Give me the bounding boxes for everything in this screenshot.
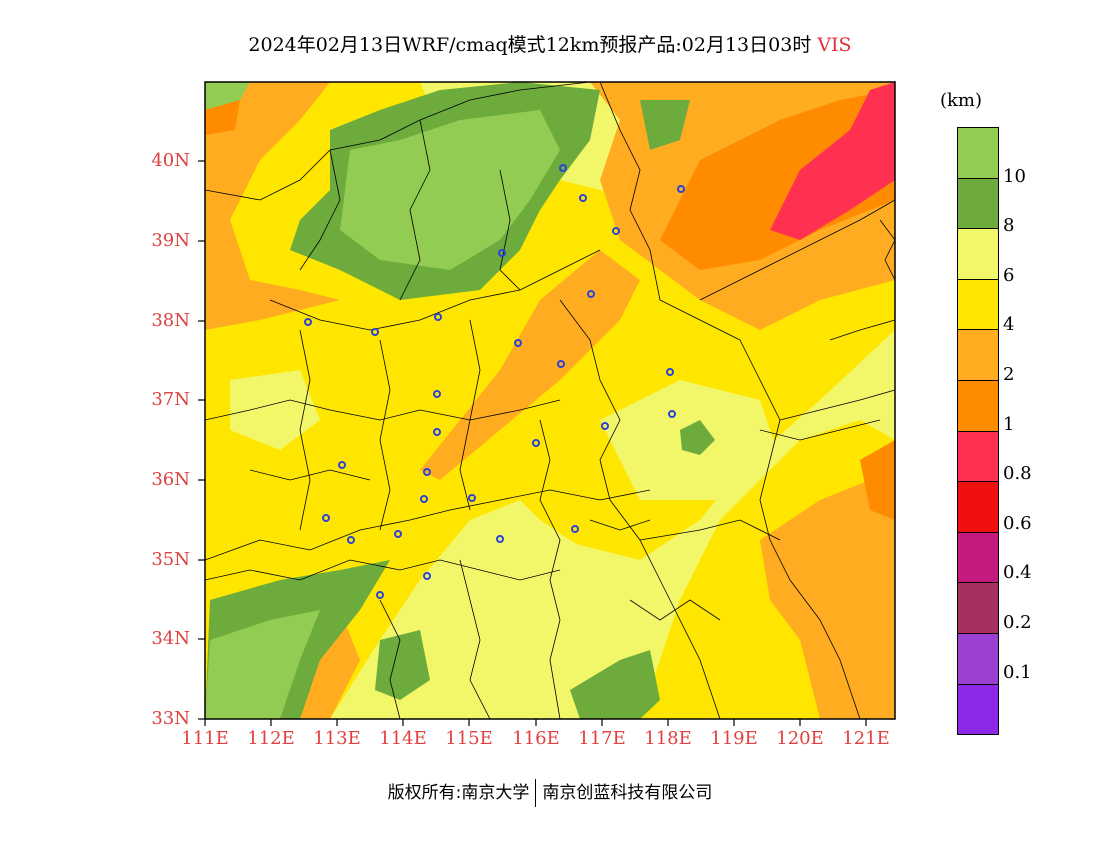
colorbar-segment [958,128,998,178]
company-text: 南京创蓝科技有限公司 [542,783,713,803]
colorbar-label: 4 [1003,314,1015,336]
colorbar-segment [958,531,998,583]
title-main: 2024年02月13日WRF/cmaq模式12km预报产品:02月13日03时 [248,34,812,56]
colorbar-label: 0.6 [1003,512,1032,534]
colorbar-segment [958,430,998,482]
colorbar-label: 0.4 [1003,562,1032,584]
city-marker [347,536,355,544]
colorbar-label: 0.2 [1003,612,1032,633]
lon-label: 119E [710,728,758,749]
city-marker [304,318,312,326]
colorbar-segment [958,632,998,684]
lat-label: 35N [151,549,190,570]
footer: 版权所有:南京大学 南京创蓝科技有限公司 [0,778,1100,807]
city-marker [559,164,567,172]
title-variable: VIS [817,34,852,56]
lon-label: 117E [578,728,626,749]
map-fill [205,82,895,719]
map-title: 2024年02月13日WRF/cmaq模式12km预报产品:02月13日03时 V… [0,30,1100,57]
city-marker [376,591,384,599]
colorbar-segment [958,481,998,532]
colorbar-segment [958,278,998,330]
colorbar-label: 8 [1003,215,1015,237]
lat-label: 33N [151,708,190,729]
colorbar-label: 1 [1003,413,1015,435]
city-marker [496,535,504,543]
field-2-4km [205,82,340,330]
lon-label: 120E [776,728,824,749]
copyright-text: 版权所有:南京大学 [387,783,530,803]
lon-label: 115E [445,728,493,749]
colorbar-segment [958,683,998,735]
lon-label: 116E [512,728,560,749]
city-marker [677,185,685,193]
field-0.8-1km [770,82,895,240]
field-1-2km [660,90,895,270]
colorbar-label: 2 [1003,364,1015,385]
city-marker [579,194,587,202]
city-markers [304,164,685,599]
province-boundaries [205,82,895,719]
city-marker [612,227,620,235]
colorbar-label: 6 [1003,264,1015,286]
field-over-10km [340,110,560,270]
colorbar-segment [958,379,998,431]
city-marker [532,439,540,447]
city-marker [433,428,441,436]
city-marker [423,468,431,476]
city-marker [468,494,476,502]
city-marker [666,368,674,376]
lat-label: 37N [151,389,190,410]
lon-label: 118E [644,728,692,749]
lon-label: 112E [247,728,295,749]
colorbar-segment [958,329,998,380]
lat-label: 39N [151,230,190,251]
footer-divider [535,779,537,807]
city-marker [668,410,676,418]
lat-label: 34N [151,628,190,649]
city-marker [514,339,522,347]
colorbar-segment [958,582,998,633]
colorbar-segment [958,228,998,279]
colorbar-unit: (km) [940,90,983,111]
city-marker [322,514,330,522]
lon-label: 111E [181,728,229,749]
city-marker [433,390,441,398]
city-marker [571,525,579,533]
lon-label: 114E [379,728,427,749]
city-marker [557,360,565,368]
colorbar [957,127,999,736]
city-marker [394,530,402,538]
city-marker [587,290,595,298]
lat-label: 36N [151,469,190,490]
lon-label: 121E [842,728,890,749]
colorbar-segment [958,177,998,229]
city-marker [420,495,428,503]
city-marker [371,328,379,336]
colorbar-label: 0.8 [1003,463,1032,485]
city-marker [338,461,346,469]
axis-ticks [198,160,867,726]
lon-label: 113E [313,728,361,749]
city-marker [423,572,431,580]
colorbar-label: 10 [1003,165,1026,187]
city-marker [601,422,609,430]
city-marker [434,313,442,321]
colorbar-label: 0.1 [1003,661,1032,683]
lat-label: 40N [151,150,190,171]
lat-label: 38N [151,310,190,331]
city-marker [498,249,506,257]
